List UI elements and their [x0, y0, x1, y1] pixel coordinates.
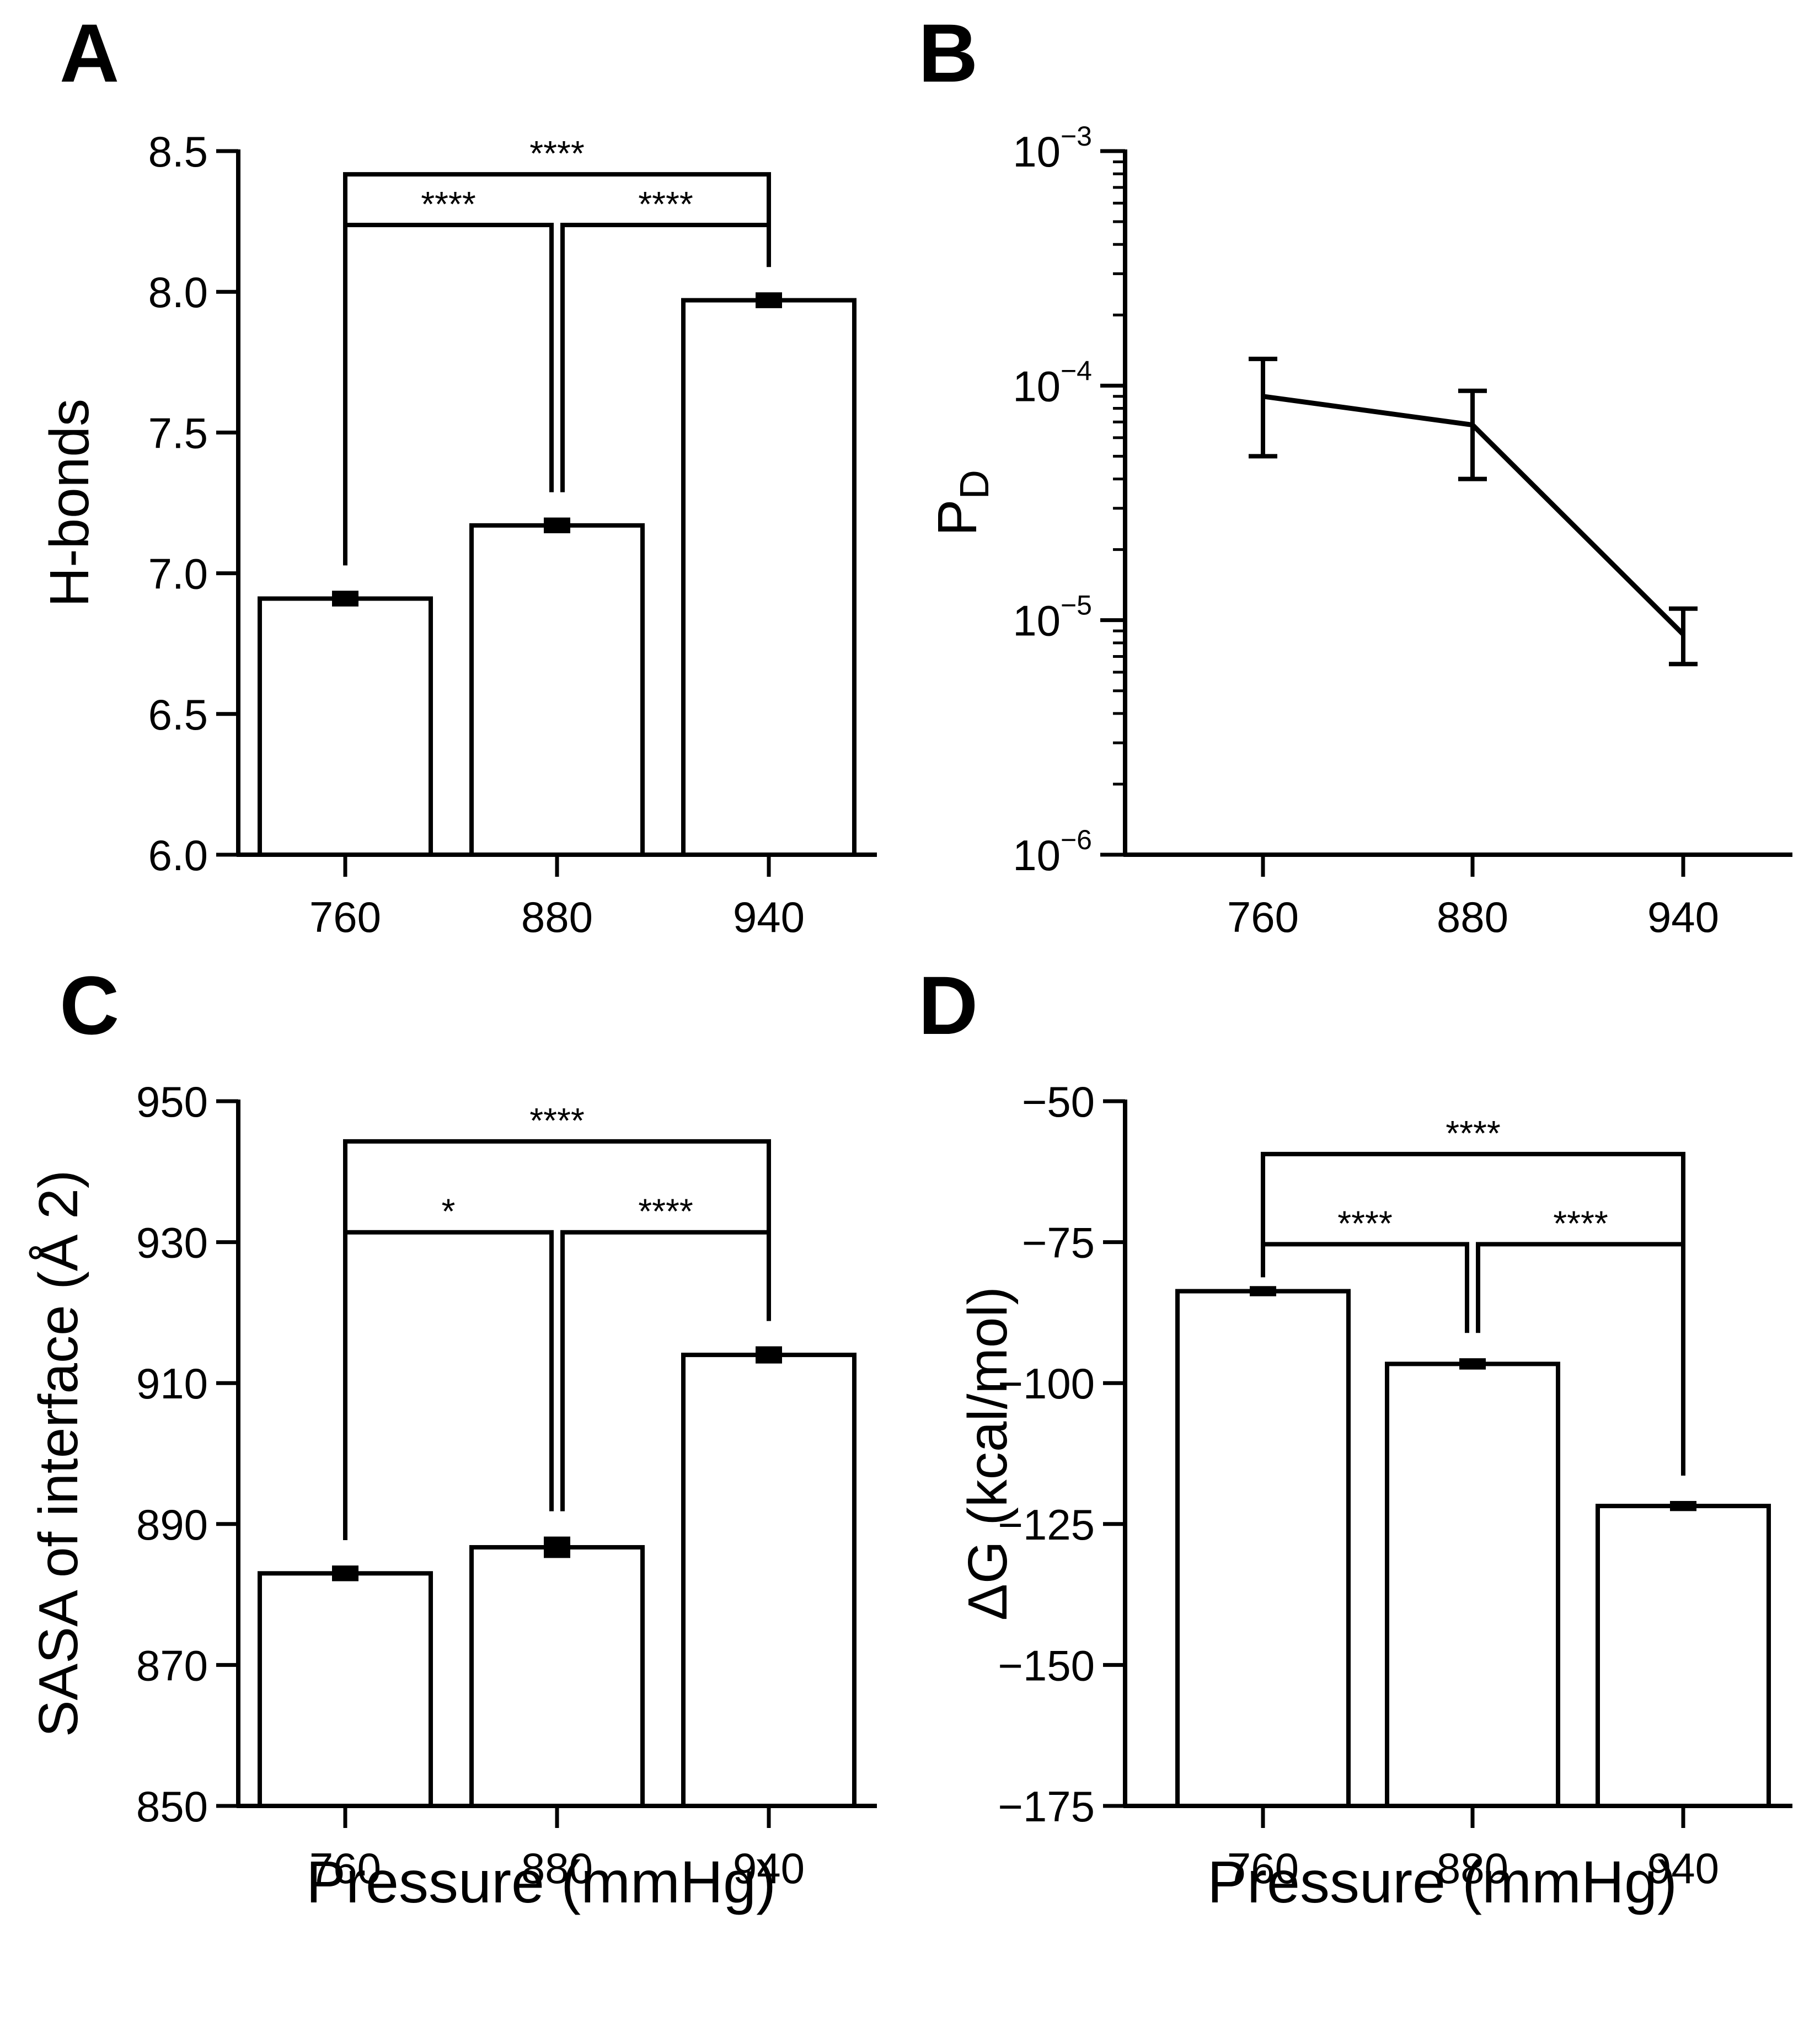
- y-tick-label: 950: [136, 1077, 208, 1126]
- significance-bracket: [1261, 1151, 1685, 1278]
- y-tick-base: 10: [1013, 362, 1061, 410]
- significance-label: ****: [421, 184, 476, 224]
- y-tick-label: 850: [136, 1782, 208, 1831]
- y-tick-exponent: −6: [1061, 824, 1092, 855]
- error-mean-marker: [1250, 1286, 1276, 1296]
- x-tick-label: 760: [309, 893, 381, 941]
- panel-a: A 6.0 6.5 7.0 7.5 8.0 8.5 760 880 940 H-bonds **** *…: [39, 7, 877, 941]
- significance-bracket: [1476, 1242, 1685, 1476]
- y-tick-label: 6.0: [148, 831, 208, 880]
- panel-letter: A: [60, 7, 119, 99]
- x-tick-label: 760: [1227, 1844, 1299, 1892]
- x-tick-label: 880: [1437, 893, 1508, 941]
- bar: [258, 596, 433, 857]
- panel-letter: C: [60, 959, 119, 1052]
- x-tick-label: 880: [521, 893, 593, 941]
- panel-c: C 850 870 890 910 930 950 760 880 940 SASA of inte…: [28, 959, 877, 1915]
- bar: [681, 298, 857, 857]
- y-tick-label: −100: [998, 1359, 1095, 1408]
- x-tick-label: 940: [1647, 893, 1719, 941]
- bar: [469, 523, 645, 857]
- y-tick-exponent: −3: [1061, 121, 1092, 152]
- y-axis-title: ΔG (kcal/mol): [957, 1286, 1019, 1621]
- y-tick-label: −175: [998, 1782, 1095, 1831]
- bar: [258, 1571, 433, 1808]
- panel-letter: B: [918, 7, 978, 99]
- significance-label: ****: [638, 1192, 693, 1231]
- significance-label: ****: [1337, 1203, 1393, 1243]
- y-tick-label: 10−5: [1013, 590, 1092, 645]
- significance-label: ****: [1553, 1203, 1608, 1243]
- significance-bracket: [343, 172, 771, 258]
- x-tick-label: 880: [521, 1844, 593, 1892]
- error-mean-marker: [332, 591, 358, 607]
- error-mean-marker: [1459, 1358, 1486, 1370]
- error-mean-marker: [544, 1536, 570, 1558]
- bar: [469, 1545, 645, 1809]
- x-tick-label: 940: [733, 893, 805, 941]
- y-tick-label: 10−3: [1013, 121, 1092, 176]
- significance-label: ****: [529, 133, 585, 173]
- bar: [1596, 1504, 1771, 1809]
- y-tick-label: 7.0: [148, 550, 208, 598]
- y-axis-title-sub: D: [951, 470, 997, 499]
- y-tick-label: 8.5: [148, 127, 208, 176]
- y-tick-label: 930: [136, 1219, 208, 1267]
- x-axis-title: Pressure (mmHg): [306, 1848, 776, 1915]
- y-axis-title-main: P: [927, 499, 988, 536]
- x-tick-label: 940: [1647, 1844, 1719, 1892]
- y-axis-title: PD: [927, 470, 997, 536]
- y-tick-label: −50: [1022, 1077, 1095, 1126]
- significance-label: ****: [638, 184, 693, 224]
- y-tick-label: 870: [136, 1641, 208, 1690]
- bar: [1175, 1289, 1351, 1808]
- y-axis-title: H-bonds: [39, 399, 100, 607]
- panel-letter: D: [918, 959, 978, 1052]
- significance-bracket: [343, 1230, 554, 1541]
- bar: [681, 1353, 857, 1809]
- y-tick-label: 10−4: [1013, 355, 1092, 410]
- error-mean-marker: [544, 517, 570, 534]
- x-tick-label: 760: [1227, 893, 1299, 941]
- error-mean-marker: [1670, 1500, 1696, 1511]
- y-tick-label: −75: [1022, 1219, 1095, 1267]
- significance-label: ****: [1446, 1113, 1501, 1153]
- x-axis-title: Pressure (mmHg): [1207, 1848, 1677, 1915]
- x-tick-label: 940: [733, 1844, 805, 1892]
- y-axis-title: SASA of interface (Å 2): [28, 1170, 89, 1737]
- y-tick-base: 10: [1013, 831, 1061, 880]
- significance-bracket: [560, 1230, 771, 1511]
- y-tick-label: −150: [998, 1641, 1095, 1690]
- y-tick-label: 10−6: [1013, 824, 1092, 880]
- y-tick-label: −125: [998, 1500, 1095, 1549]
- error-mean-marker: [332, 1565, 358, 1581]
- panel-d: D −175 −150 −125 −100 −75 −50 760 880 940 ΔG (kcal…: [918, 959, 1792, 1915]
- significance-label: ****: [529, 1101, 585, 1140]
- y-tick-label: 8.0: [148, 268, 208, 317]
- x-tick-label: 760: [309, 1844, 381, 1892]
- y-tick-base: 10: [1013, 597, 1061, 645]
- y-tick-label: 7.5: [148, 409, 208, 457]
- y-tick-label: 6.5: [148, 690, 208, 739]
- error-mean-marker: [756, 1346, 782, 1364]
- significance-label: *: [442, 1192, 456, 1231]
- x-tick-label: 880: [1437, 1844, 1508, 1892]
- error-mean-marker: [756, 292, 782, 308]
- y-tick-label: 890: [136, 1500, 208, 1549]
- y-tick-label: 910: [136, 1359, 208, 1408]
- bar: [1385, 1361, 1560, 1809]
- y-tick-base: 10: [1013, 127, 1061, 176]
- y-tick-exponent: −4: [1061, 355, 1092, 386]
- significance-bracket: [343, 1139, 771, 1266]
- y-tick-exponent: −5: [1061, 590, 1092, 621]
- significance-bracket: [343, 222, 554, 566]
